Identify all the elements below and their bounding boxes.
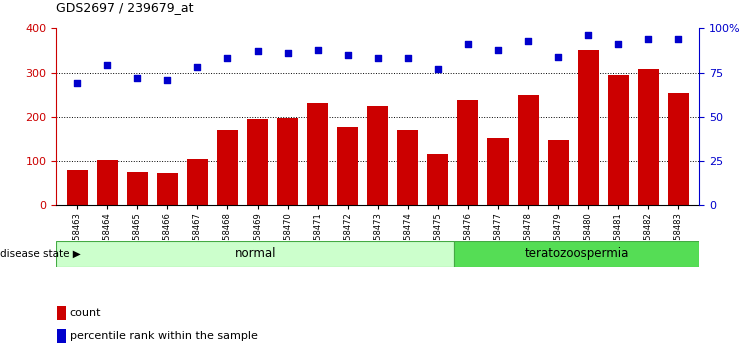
- Bar: [488, 138, 509, 205]
- Bar: [247, 119, 268, 205]
- Bar: [638, 69, 659, 205]
- Point: [191, 64, 203, 70]
- Bar: [67, 170, 88, 205]
- Point: [221, 56, 233, 61]
- Point: [462, 41, 474, 47]
- Point: [101, 63, 113, 68]
- Point: [402, 56, 414, 61]
- Text: percentile rank within the sample: percentile rank within the sample: [70, 331, 257, 341]
- Point: [582, 33, 594, 38]
- Point: [372, 56, 384, 61]
- Bar: [668, 93, 689, 205]
- Bar: [96, 160, 117, 205]
- Bar: [397, 130, 418, 205]
- Point: [643, 36, 654, 42]
- Text: disease state ▶: disease state ▶: [0, 249, 81, 259]
- Point: [432, 66, 444, 72]
- Bar: [548, 140, 568, 205]
- Point: [71, 80, 83, 86]
- Point: [132, 75, 144, 81]
- Text: count: count: [70, 308, 101, 318]
- Point: [522, 38, 534, 44]
- Text: teratozoospermia: teratozoospermia: [524, 247, 629, 261]
- Point: [162, 77, 174, 82]
- Point: [281, 50, 293, 56]
- Point: [342, 52, 354, 58]
- Bar: [307, 103, 328, 205]
- Bar: [367, 106, 388, 205]
- Bar: [126, 172, 148, 205]
- Bar: [577, 51, 598, 205]
- Bar: [277, 118, 298, 205]
- Bar: [337, 127, 358, 205]
- Bar: [56, 241, 454, 267]
- Text: normal: normal: [234, 247, 276, 261]
- Bar: [457, 100, 479, 205]
- Bar: [217, 130, 238, 205]
- Point: [492, 47, 504, 52]
- Bar: [607, 75, 629, 205]
- Point: [552, 54, 564, 59]
- Bar: [157, 173, 178, 205]
- Point: [251, 48, 263, 54]
- Bar: [518, 95, 539, 205]
- Bar: [187, 159, 208, 205]
- Point: [312, 47, 324, 52]
- Point: [672, 36, 684, 42]
- Point: [612, 41, 624, 47]
- Bar: [454, 241, 699, 267]
- Bar: [427, 154, 448, 205]
- Text: GDS2697 / 239679_at: GDS2697 / 239679_at: [56, 1, 194, 14]
